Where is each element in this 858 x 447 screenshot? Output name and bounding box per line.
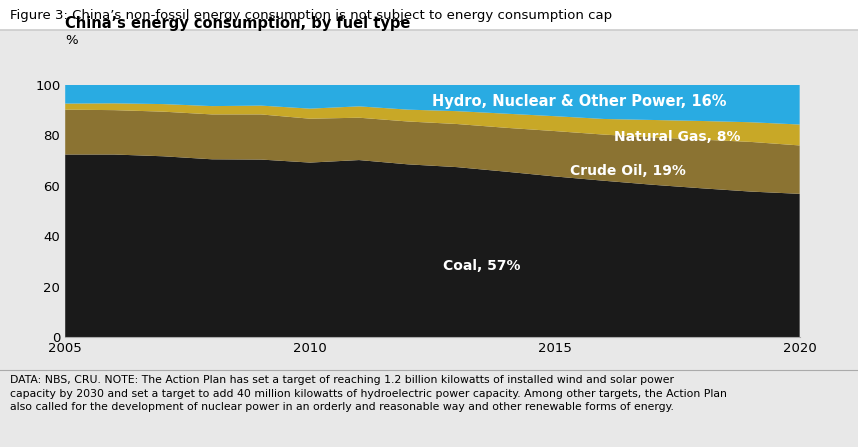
Text: %: % [65,34,78,47]
Text: Natural Gas, 8%: Natural Gas, 8% [614,130,740,143]
Text: Crude Oil, 19%: Crude Oil, 19% [571,164,686,177]
Text: DATA: NBS, CRU. NOTE: The Action Plan has set a target of reaching 1.2 billion k: DATA: NBS, CRU. NOTE: The Action Plan ha… [10,375,728,412]
Text: Coal, 57%: Coal, 57% [443,259,520,274]
Text: China’s energy consumption, by fuel type: China’s energy consumption, by fuel type [65,16,411,31]
Text: Hydro, Nuclear & Other Power, 16%: Hydro, Nuclear & Other Power, 16% [432,94,727,109]
Text: Figure 3: China’s non-fossil energy consumption is not subject to energy consump: Figure 3: China’s non-fossil energy cons… [10,8,613,21]
